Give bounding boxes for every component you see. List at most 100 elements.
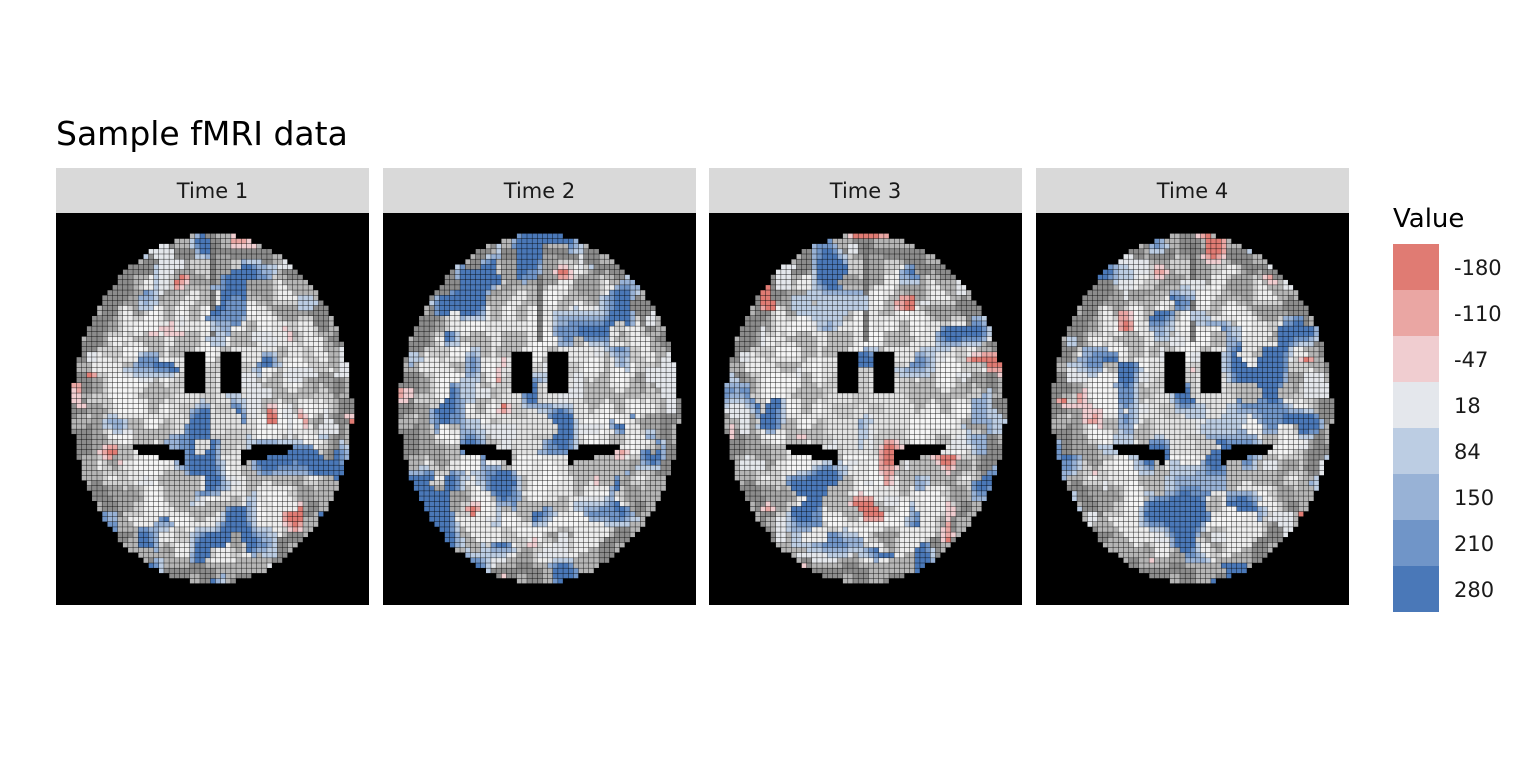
- voxel-cell: [475, 269, 481, 275]
- voxel-cell: [282, 321, 288, 326]
- voxel-cell: [532, 305, 538, 311]
- voxel-cell: [231, 465, 236, 471]
- voxel-cell: [573, 341, 579, 347]
- voxel-cell: [594, 305, 599, 311]
- voxel-cell: [542, 352, 548, 357]
- voxel-cell: [220, 341, 226, 347]
- voxel-cell: [210, 269, 216, 275]
- voxel-cell: [277, 480, 283, 486]
- voxel-cell: [246, 573, 252, 579]
- voxel-cell: [246, 331, 252, 337]
- voxel-cell: [122, 465, 128, 471]
- voxel-cell: [236, 465, 241, 471]
- voxel-cell: [174, 285, 180, 290]
- voxel-cell: [251, 316, 257, 321]
- voxel-cell: [511, 336, 517, 342]
- voxel-cell: [277, 429, 283, 435]
- voxel-cell: [225, 485, 231, 491]
- voxel-cell: [174, 403, 180, 409]
- voxel-cell: [522, 269, 527, 275]
- voxel-cell: [189, 372, 195, 378]
- voxel-cell: [449, 455, 455, 460]
- voxel-cell: [153, 388, 159, 393]
- voxel-cell: [76, 398, 82, 404]
- voxel-cell: [532, 243, 538, 249]
- voxel-cell: [583, 249, 589, 254]
- voxel-cell: [527, 352, 532, 357]
- voxel-cell: [184, 321, 190, 326]
- voxel-cell: [256, 558, 262, 563]
- voxel-cell: [256, 367, 262, 373]
- voxel-cell: [81, 382, 87, 388]
- voxel-cell: [76, 382, 82, 388]
- voxel-cell: [619, 455, 625, 460]
- voxel-cell: [506, 316, 512, 321]
- voxel-cell: [179, 300, 185, 306]
- voxel-cell: [491, 300, 496, 306]
- voxel-cell: [205, 316, 211, 321]
- voxel-cell: [344, 388, 350, 393]
- voxel-cell: [465, 279, 471, 285]
- voxel-cell: [661, 393, 666, 398]
- voxel-cell: [287, 429, 293, 435]
- voxel-cell: [537, 316, 543, 321]
- voxel-cell: [262, 558, 267, 563]
- voxel-cell: [480, 274, 486, 280]
- voxel-cell: [609, 419, 615, 424]
- voxel-cell: [491, 439, 496, 445]
- voxel-cell: [287, 460, 293, 465]
- voxel-cell: [81, 336, 87, 342]
- voxel-cell: [287, 413, 293, 419]
- voxel-cell: [189, 527, 195, 532]
- voxel-cell: [148, 285, 154, 290]
- voxel-cell: [292, 413, 298, 419]
- voxel-cell: [128, 413, 133, 419]
- voxel-cell: [122, 305, 128, 311]
- voxel-cell: [225, 522, 231, 527]
- voxel-cell: [246, 274, 252, 280]
- voxel-cell: [195, 310, 200, 316]
- voxel-cell: [619, 305, 625, 311]
- voxel-cell: [277, 439, 283, 445]
- voxel-cell: [97, 444, 102, 450]
- voxel-cell: [558, 398, 563, 404]
- voxel-cell: [86, 449, 92, 455]
- voxel-cell: [542, 310, 548, 316]
- voxel-cell: [282, 382, 288, 388]
- voxel-cell: [200, 388, 205, 393]
- voxel-cell: [200, 352, 205, 357]
- voxel-cell: [277, 470, 283, 476]
- voxel-cell: [439, 362, 445, 368]
- voxel-cell: [313, 305, 319, 311]
- voxel-cell: [179, 444, 185, 450]
- voxel-cell: [460, 382, 465, 388]
- voxel-cell: [215, 439, 221, 445]
- voxel-cell: [339, 419, 344, 424]
- voxel-cell: [547, 455, 553, 460]
- voxel-cell: [164, 243, 169, 249]
- voxel-cell: [619, 367, 625, 373]
- voxel-cell: [516, 367, 522, 373]
- voxel-cell: [81, 455, 87, 460]
- voxel-cell: [625, 336, 630, 342]
- voxel-cell: [256, 413, 262, 419]
- voxel-cell: [138, 527, 144, 532]
- voxel-cell: [522, 398, 527, 404]
- voxel-cell: [92, 491, 97, 496]
- voxel-cell: [313, 419, 319, 424]
- voxel-cell: [236, 259, 241, 265]
- voxel-cell: [408, 346, 414, 352]
- voxel-cell: [486, 434, 491, 440]
- voxel-cell: [169, 403, 175, 409]
- voxel-cell: [568, 285, 574, 290]
- voxel-cell: [635, 429, 641, 435]
- voxel-cell: [128, 398, 133, 404]
- voxel-cell: [225, 367, 231, 373]
- voxel-cell: [334, 449, 339, 455]
- voxel-cell: [287, 321, 293, 326]
- voxel-cell: [323, 444, 329, 450]
- voxel-cell: [563, 434, 568, 440]
- voxel-cell: [143, 382, 149, 388]
- voxel-cell: [303, 455, 308, 460]
- voxel-cell: [655, 455, 661, 460]
